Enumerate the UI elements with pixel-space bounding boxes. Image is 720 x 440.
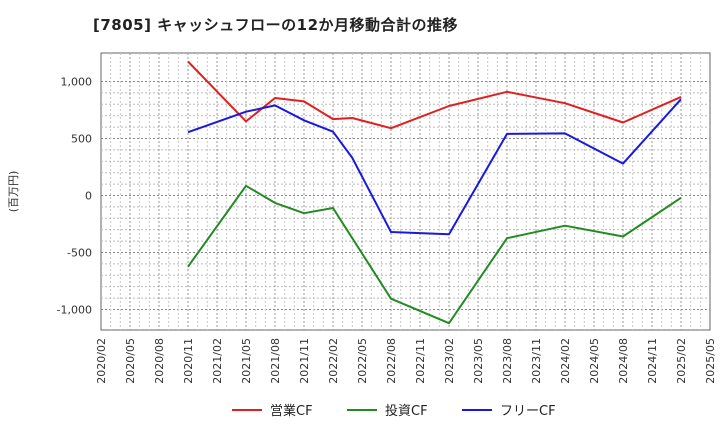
x-tick-label: 2024/02 (559, 338, 572, 384)
x-tick-label: 2020/02 (95, 338, 108, 384)
y-tick-label: -500 (67, 246, 92, 259)
x-tick-label: 2022/05 (356, 338, 369, 384)
legend-label-2: フリーCF (500, 404, 556, 419)
x-tick-label: 2024/11 (646, 338, 659, 384)
x-tick-label: 2021/05 (240, 338, 253, 384)
x-tick-label: 2022/08 (385, 338, 398, 384)
chart-title: [7805] キャッシュフローの12か月移動合計の推移 (93, 16, 459, 34)
series-layer (187, 60, 682, 325)
series-line-0 (187, 60, 682, 130)
y-axis-label: (百万円) (7, 171, 20, 213)
x-tick-label: 2025/02 (675, 338, 688, 384)
x-tick-label: 2020/11 (182, 338, 195, 384)
x-tick-label: 2021/02 (211, 338, 224, 384)
series-line-1 (187, 184, 682, 325)
x-tick-label: 2020/08 (153, 338, 166, 384)
series-line-2 (187, 98, 682, 236)
y-tick-label: 500 (71, 132, 92, 145)
legend-label-1: 投資CF (385, 403, 428, 419)
x-tick-label: 2023/08 (501, 338, 514, 384)
x-tick-label: 2021/11 (298, 338, 311, 384)
x-tick-label: 2022/02 (327, 338, 340, 384)
x-tick-label: 2021/08 (269, 338, 282, 384)
legend-label-0: 営業CF (270, 403, 313, 419)
x-tick-label: 2020/05 (124, 338, 137, 384)
x-tick-label: 2024/08 (617, 338, 630, 384)
x-tick-label: 2025/05 (704, 338, 717, 384)
x-tick-label: 2022/11 (414, 338, 427, 384)
x-tick-label: 2023/05 (472, 338, 485, 384)
y-tick-label: -1,000 (57, 303, 92, 316)
plot-frame (100, 52, 711, 331)
y-tick-label: 1,000 (61, 75, 93, 88)
y-tick-label: 0 (85, 189, 92, 202)
x-tick-label: 2023/11 (530, 338, 543, 384)
x-tick-label: 2023/02 (443, 338, 456, 384)
axis-layer: 1,000 500 0 -500 -1,000 (百万円) 2020/02 2020/05 20… (7, 75, 717, 383)
grid-layer (100, 52, 711, 331)
x-tick-label: 2024/05 (588, 338, 601, 384)
legend: 営業CF 投資CF フリーCF (232, 403, 556, 419)
